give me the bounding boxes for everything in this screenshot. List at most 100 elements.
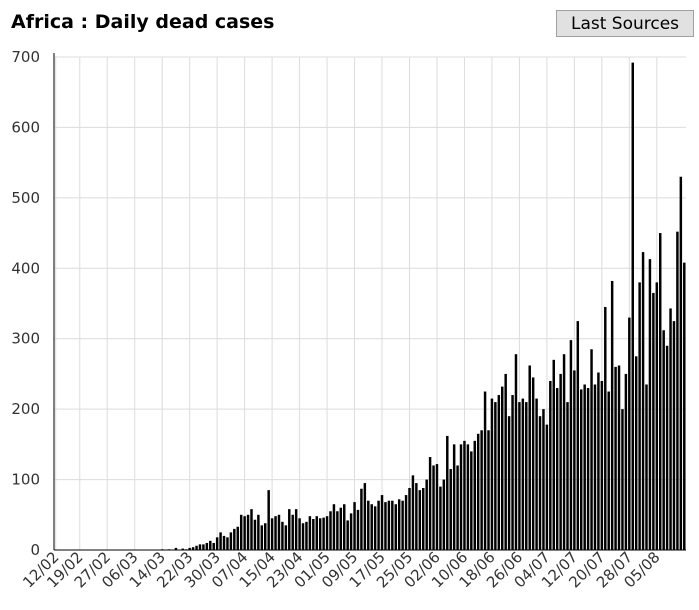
y-tick-label: 300 — [11, 330, 40, 348]
bar — [415, 483, 418, 550]
bar — [604, 307, 607, 550]
bar — [638, 282, 641, 550]
bar — [202, 544, 205, 550]
bar — [209, 540, 212, 550]
bar — [552, 359, 555, 550]
bar — [349, 513, 353, 550]
bar — [483, 391, 487, 550]
y-tick-label: 700 — [11, 48, 40, 66]
bar — [679, 176, 683, 551]
bar — [511, 395, 514, 550]
bar — [370, 504, 373, 550]
bar — [600, 380, 604, 550]
y-tick-label: 500 — [11, 189, 40, 207]
bar — [404, 495, 408, 550]
bar — [497, 395, 501, 550]
bar — [576, 321, 580, 550]
bar — [659, 233, 662, 550]
bar — [470, 451, 473, 550]
bar — [260, 525, 264, 550]
bar — [573, 370, 576, 550]
bar — [195, 545, 198, 550]
bar — [219, 532, 222, 550]
bar — [198, 544, 202, 550]
bar — [631, 62, 634, 550]
bar — [267, 490, 270, 550]
bar — [360, 488, 363, 550]
bar — [439, 486, 442, 550]
bar — [377, 500, 380, 550]
bar — [329, 511, 332, 550]
bar — [665, 345, 669, 550]
bar — [652, 292, 655, 550]
bar — [281, 521, 284, 550]
bar — [466, 444, 470, 550]
bar — [318, 518, 322, 550]
bar — [452, 444, 456, 550]
bar — [205, 542, 209, 550]
bar — [535, 398, 538, 550]
bar — [346, 520, 349, 550]
bar — [480, 430, 483, 550]
bar — [236, 526, 239, 550]
bar — [212, 542, 215, 550]
bar — [538, 416, 542, 550]
bar — [607, 391, 610, 550]
bar — [459, 444, 463, 550]
bar — [655, 282, 659, 550]
bar — [222, 535, 226, 550]
bar — [621, 409, 624, 550]
last-sources-button[interactable]: Last Sources — [556, 10, 694, 37]
bar — [277, 514, 281, 550]
bar — [384, 502, 387, 550]
bar — [343, 504, 346, 550]
bar — [356, 509, 360, 550]
bar — [229, 532, 233, 550]
bar — [683, 262, 686, 550]
bar — [473, 440, 476, 550]
chart-title: Africa : Daily dead cases — [11, 11, 275, 33]
y-tick-label: 600 — [11, 118, 40, 136]
bar — [463, 440, 466, 550]
bar — [332, 504, 336, 550]
bar — [274, 516, 277, 550]
bar — [476, 433, 480, 550]
bar — [291, 514, 294, 550]
bar — [322, 517, 325, 550]
bar — [432, 465, 435, 550]
bar — [449, 469, 452, 550]
bar — [456, 465, 459, 550]
bar — [315, 516, 318, 550]
bar — [418, 490, 422, 550]
bar — [583, 384, 586, 550]
bar — [325, 516, 329, 550]
bar — [494, 402, 497, 550]
bar — [566, 402, 569, 550]
y-tick-label: 400 — [11, 259, 40, 277]
bar — [504, 373, 507, 550]
bar — [490, 398, 494, 550]
bar — [226, 537, 229, 550]
bar — [301, 523, 305, 550]
bar — [188, 547, 191, 550]
bar — [624, 373, 628, 550]
bar — [528, 365, 531, 550]
bar — [397, 499, 401, 550]
bar — [669, 308, 672, 550]
bar — [239, 514, 243, 550]
bar — [294, 509, 298, 550]
bar — [617, 365, 621, 550]
bar — [174, 547, 178, 550]
bar — [645, 384, 648, 550]
bar — [305, 521, 308, 550]
bar — [233, 528, 236, 550]
bar — [428, 457, 432, 550]
y-tick-label: 0 — [30, 541, 40, 559]
bar — [562, 354, 566, 550]
bar — [425, 479, 428, 550]
bar — [181, 548, 185, 550]
bar — [253, 519, 257, 550]
bar — [597, 372, 600, 550]
bar — [610, 280, 614, 550]
